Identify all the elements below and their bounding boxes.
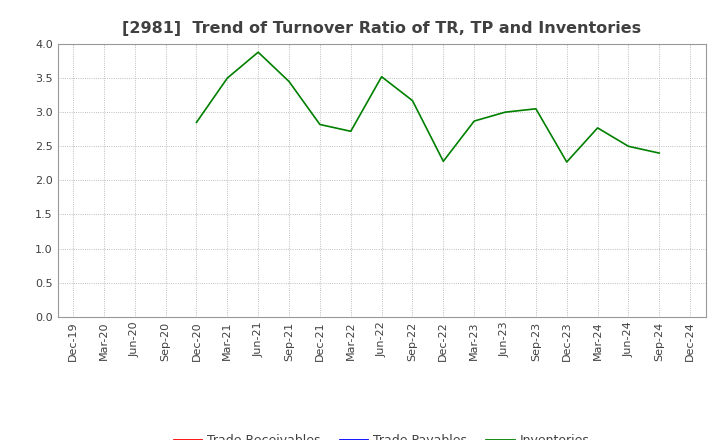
- Legend: Trade Receivables, Trade Payables, Inventories: Trade Receivables, Trade Payables, Inven…: [168, 429, 595, 440]
- Title: [2981]  Trend of Turnover Ratio of TR, TP and Inventories: [2981] Trend of Turnover Ratio of TR, TP…: [122, 21, 642, 36]
